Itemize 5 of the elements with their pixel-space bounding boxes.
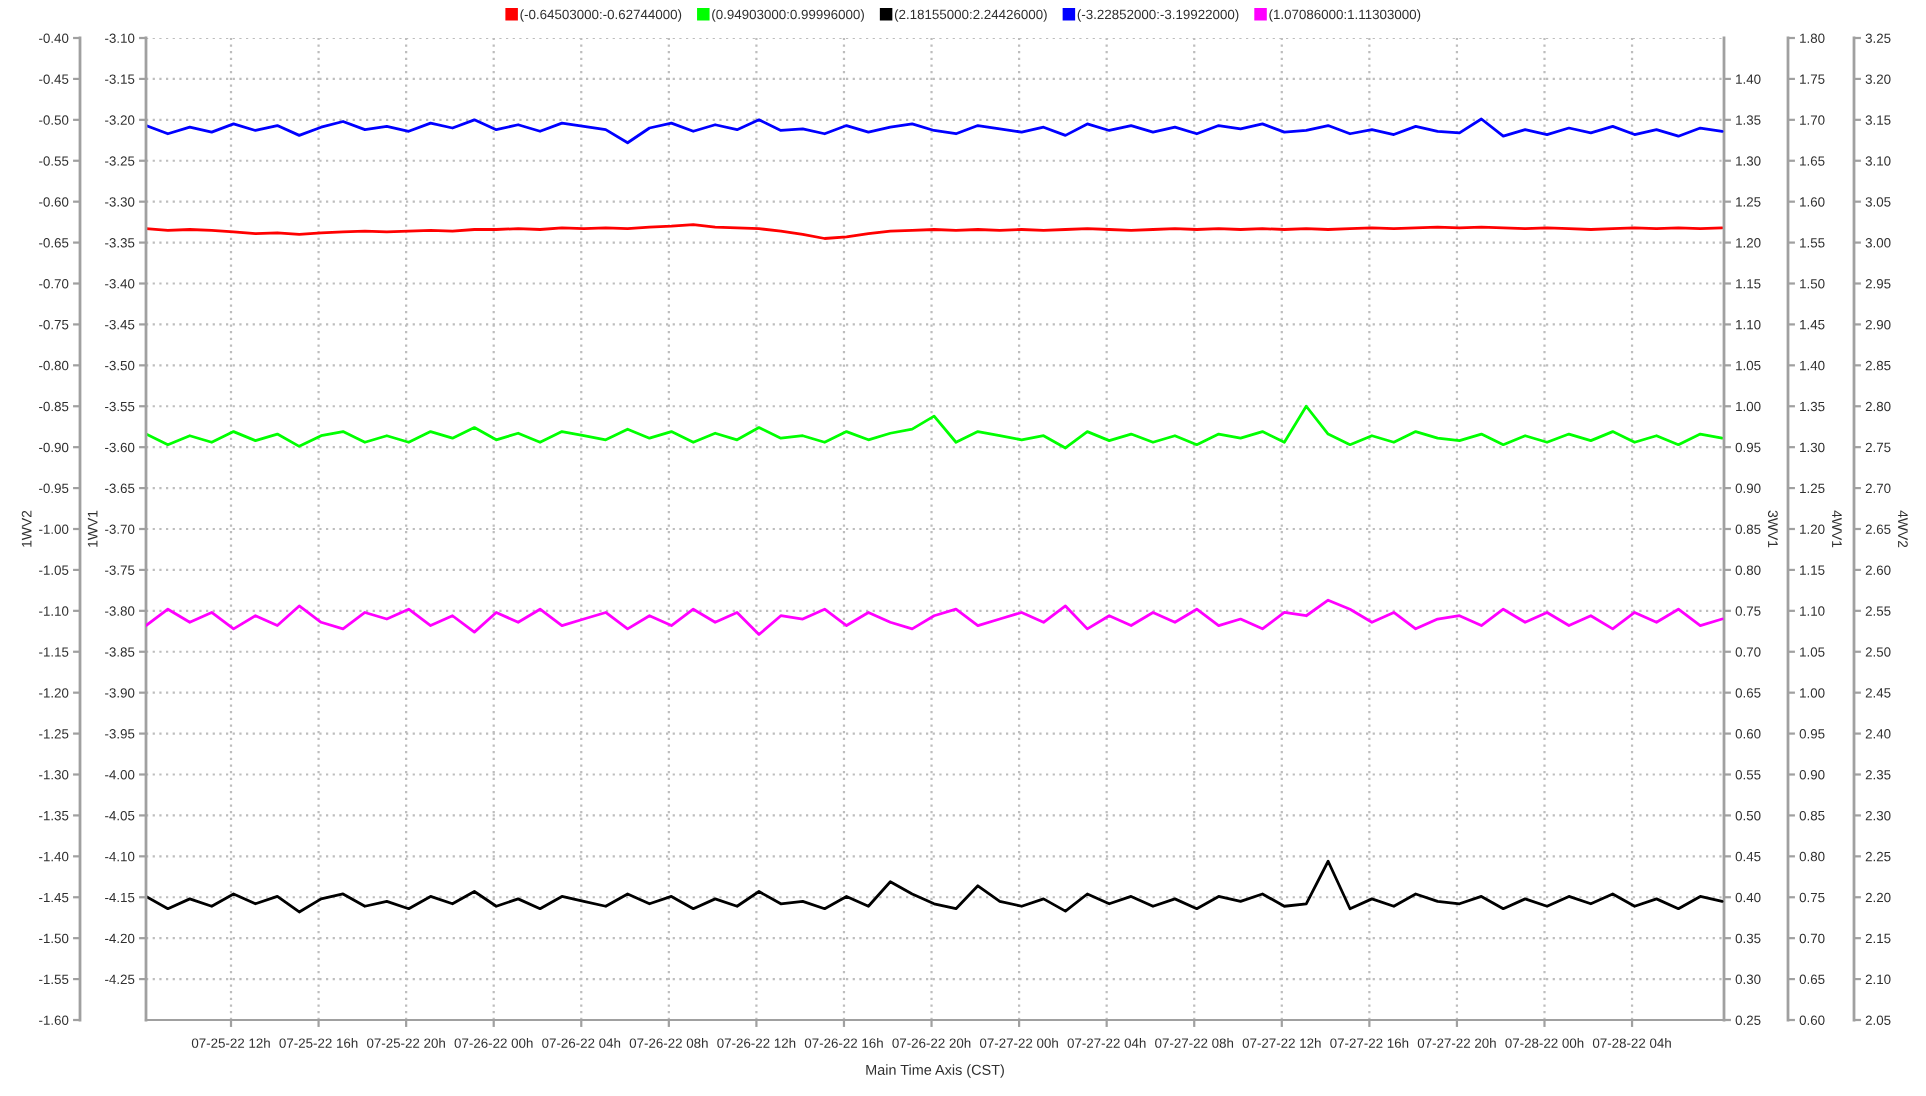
line-series: [146, 223, 1724, 240]
line-series: [146, 404, 1724, 450]
line-series: [146, 859, 1724, 914]
line-series: [146, 598, 1724, 636]
line-series: [146, 117, 1724, 145]
